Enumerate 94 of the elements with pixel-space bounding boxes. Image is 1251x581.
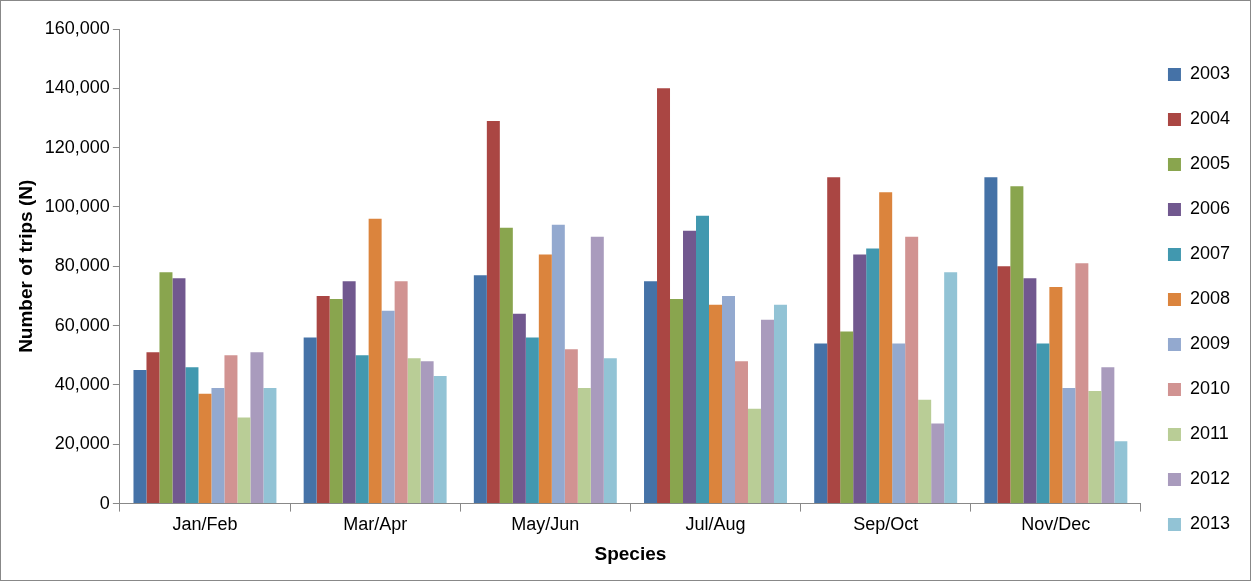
y-tick-label: 160,000: [44, 17, 110, 38]
bar: [381, 310, 395, 504]
bar: [263, 387, 277, 504]
x-tick-label: May/Jun: [511, 514, 580, 535]
bar: [997, 266, 1011, 504]
y-tick-label: 80,000: [54, 255, 110, 276]
x-tick-label: Nov/Dec: [1021, 514, 1091, 535]
bar: [1088, 390, 1102, 504]
bar: [827, 177, 841, 504]
bar: [840, 331, 854, 504]
bar: [905, 236, 919, 504]
y-tick-label: 40,000: [54, 373, 110, 394]
bar: [1062, 387, 1076, 504]
legend-label: 2007: [1189, 243, 1230, 264]
y-tick-label: 120,000: [44, 136, 110, 157]
bar: [564, 349, 578, 504]
bar: [342, 281, 356, 504]
legend-label: 2006: [1189, 198, 1230, 219]
bar: [146, 352, 160, 504]
legend-label: 2010: [1189, 378, 1230, 399]
bar: [303, 337, 317, 504]
x-tick-label: Jul/Aug: [685, 514, 746, 535]
y-tick-label: 100,000: [44, 195, 110, 216]
bar: [722, 295, 735, 504]
bar: [670, 298, 684, 504]
bar: [538, 254, 552, 504]
bar: [735, 361, 748, 504]
bar: [133, 370, 147, 504]
bar: [644, 281, 658, 504]
bar: [355, 355, 369, 504]
legend-label: 2011: [1189, 423, 1229, 444]
bar: [879, 192, 893, 504]
bar: [329, 298, 343, 504]
bar: [1049, 287, 1063, 504]
bar: [499, 227, 513, 504]
bar: [918, 399, 932, 504]
bar: [1010, 186, 1024, 504]
bar: [866, 248, 880, 504]
legend-label: 2012: [1189, 468, 1230, 489]
y-tick-label: 0: [99, 492, 110, 513]
bar: [931, 423, 945, 504]
bar: [1075, 263, 1089, 504]
bar: [368, 218, 382, 504]
legend-label: 2005: [1189, 153, 1230, 174]
bar: [394, 281, 408, 504]
bar: [473, 275, 487, 504]
bar: [211, 387, 225, 504]
bar: [525, 337, 539, 504]
bar: [944, 272, 958, 504]
bar: [159, 272, 173, 504]
bar: [603, 358, 617, 504]
x-axis-title: Species: [594, 542, 667, 564]
bar: [683, 230, 697, 504]
bar: [420, 361, 434, 504]
x-tick-label: Sep/Oct: [853, 514, 919, 535]
x-tick-label: Mar/Apr: [343, 514, 408, 535]
legend-label: 2013: [1189, 513, 1230, 534]
legend-label: 2009: [1189, 333, 1230, 354]
bar: [696, 215, 709, 504]
bar: [657, 88, 671, 504]
x-tick-label: Jan/Feb: [172, 514, 238, 535]
bar: [590, 236, 604, 504]
bar: [814, 343, 828, 504]
bar: [486, 120, 500, 504]
y-axis-title: Number of trips (N): [14, 179, 36, 353]
bar: [1114, 441, 1128, 504]
bar: [747, 408, 761, 504]
bar: [773, 304, 787, 504]
bar: [198, 393, 212, 504]
bar: [237, 417, 251, 504]
bar: [224, 355, 238, 504]
bar: [250, 352, 264, 504]
y-tick-label: 140,000: [44, 77, 110, 98]
bar: [1023, 278, 1037, 504]
bar: [551, 224, 565, 504]
bar: [892, 343, 906, 504]
bar: [185, 367, 199, 504]
legend-label: 2008: [1189, 288, 1230, 309]
bar: [407, 358, 421, 504]
bar: [984, 177, 998, 504]
bar: [1101, 367, 1115, 504]
bar: [1036, 343, 1050, 504]
bar: [853, 254, 867, 504]
bar: [512, 313, 526, 504]
bar: [709, 304, 722, 504]
bar: [760, 319, 774, 504]
bar: [316, 295, 330, 504]
bar: [577, 387, 591, 504]
bar: [433, 376, 447, 504]
bar: [172, 278, 186, 504]
y-tick-label: 60,000: [54, 314, 110, 335]
legend-label: 2003: [1189, 63, 1230, 84]
y-tick-label: 20,000: [54, 433, 110, 454]
legend-label: 2004: [1189, 108, 1230, 129]
